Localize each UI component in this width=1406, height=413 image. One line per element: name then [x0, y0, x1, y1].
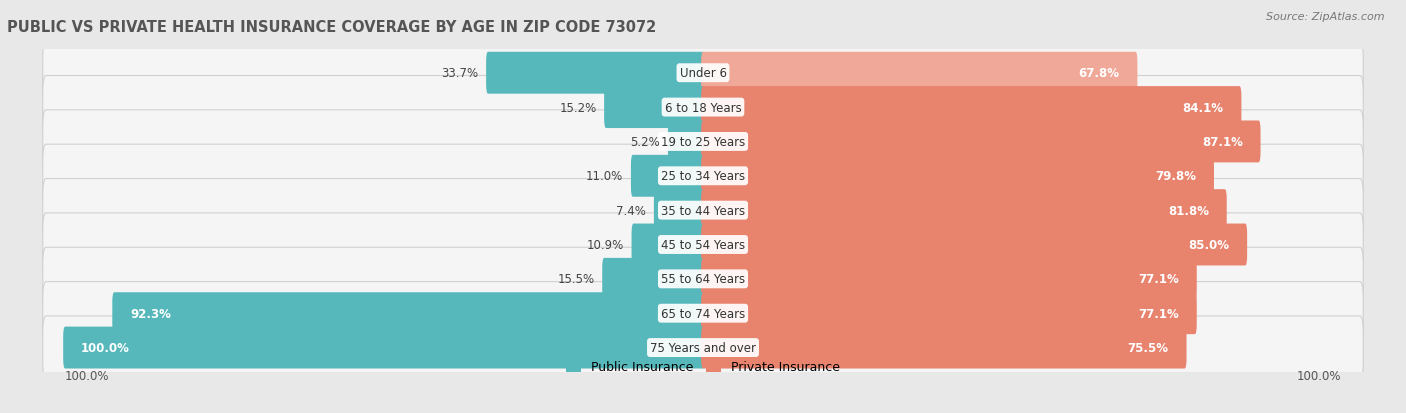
FancyBboxPatch shape — [702, 327, 1187, 369]
Legend: Public Insurance, Private Insurance: Public Insurance, Private Insurance — [561, 356, 845, 378]
FancyBboxPatch shape — [42, 179, 1364, 242]
FancyBboxPatch shape — [702, 155, 1213, 197]
FancyBboxPatch shape — [702, 52, 1137, 95]
Text: 85.0%: 85.0% — [1188, 238, 1229, 252]
Text: 100.0%: 100.0% — [65, 369, 110, 382]
Text: 84.1%: 84.1% — [1182, 101, 1223, 114]
Text: 92.3%: 92.3% — [131, 307, 172, 320]
Text: 67.8%: 67.8% — [1078, 67, 1119, 80]
Text: 10.9%: 10.9% — [586, 238, 624, 252]
Text: PUBLIC VS PRIVATE HEALTH INSURANCE COVERAGE BY AGE IN ZIP CODE 73072: PUBLIC VS PRIVATE HEALTH INSURANCE COVER… — [7, 20, 657, 35]
FancyBboxPatch shape — [631, 224, 704, 266]
Text: Under 6: Under 6 — [679, 67, 727, 80]
FancyBboxPatch shape — [42, 214, 1364, 276]
FancyBboxPatch shape — [42, 248, 1364, 311]
Text: 33.7%: 33.7% — [441, 67, 478, 80]
FancyBboxPatch shape — [42, 282, 1364, 345]
Text: Source: ZipAtlas.com: Source: ZipAtlas.com — [1267, 12, 1385, 22]
Text: 77.1%: 77.1% — [1137, 273, 1178, 286]
Text: 87.1%: 87.1% — [1202, 135, 1243, 149]
Text: 6 to 18 Years: 6 to 18 Years — [665, 101, 741, 114]
FancyBboxPatch shape — [702, 292, 1197, 335]
FancyBboxPatch shape — [668, 121, 704, 163]
Text: 19 to 25 Years: 19 to 25 Years — [661, 135, 745, 149]
FancyBboxPatch shape — [605, 87, 704, 129]
FancyBboxPatch shape — [702, 190, 1226, 232]
Text: 15.5%: 15.5% — [557, 273, 595, 286]
FancyBboxPatch shape — [702, 224, 1247, 266]
FancyBboxPatch shape — [112, 292, 704, 335]
Text: 75.5%: 75.5% — [1128, 341, 1168, 354]
Text: 55 to 64 Years: 55 to 64 Years — [661, 273, 745, 286]
Text: 65 to 74 Years: 65 to 74 Years — [661, 307, 745, 320]
FancyBboxPatch shape — [42, 76, 1364, 139]
Text: 25 to 34 Years: 25 to 34 Years — [661, 170, 745, 183]
FancyBboxPatch shape — [602, 258, 704, 300]
FancyBboxPatch shape — [702, 121, 1261, 163]
Text: 79.8%: 79.8% — [1156, 170, 1197, 183]
FancyBboxPatch shape — [702, 87, 1241, 129]
FancyBboxPatch shape — [42, 111, 1364, 173]
Text: 77.1%: 77.1% — [1137, 307, 1178, 320]
Text: 35 to 44 Years: 35 to 44 Years — [661, 204, 745, 217]
FancyBboxPatch shape — [63, 327, 704, 369]
Text: 75 Years and over: 75 Years and over — [650, 341, 756, 354]
Text: 15.2%: 15.2% — [560, 101, 596, 114]
Text: 11.0%: 11.0% — [586, 170, 623, 183]
Text: 100.0%: 100.0% — [82, 341, 129, 354]
Text: 5.2%: 5.2% — [630, 135, 661, 149]
Text: 7.4%: 7.4% — [616, 204, 647, 217]
Text: 100.0%: 100.0% — [1296, 369, 1341, 382]
FancyBboxPatch shape — [631, 155, 704, 197]
Text: 45 to 54 Years: 45 to 54 Years — [661, 238, 745, 252]
FancyBboxPatch shape — [654, 190, 704, 232]
FancyBboxPatch shape — [702, 258, 1197, 300]
FancyBboxPatch shape — [42, 145, 1364, 208]
Text: 81.8%: 81.8% — [1168, 204, 1209, 217]
FancyBboxPatch shape — [42, 42, 1364, 105]
FancyBboxPatch shape — [486, 52, 704, 95]
FancyBboxPatch shape — [42, 316, 1364, 379]
